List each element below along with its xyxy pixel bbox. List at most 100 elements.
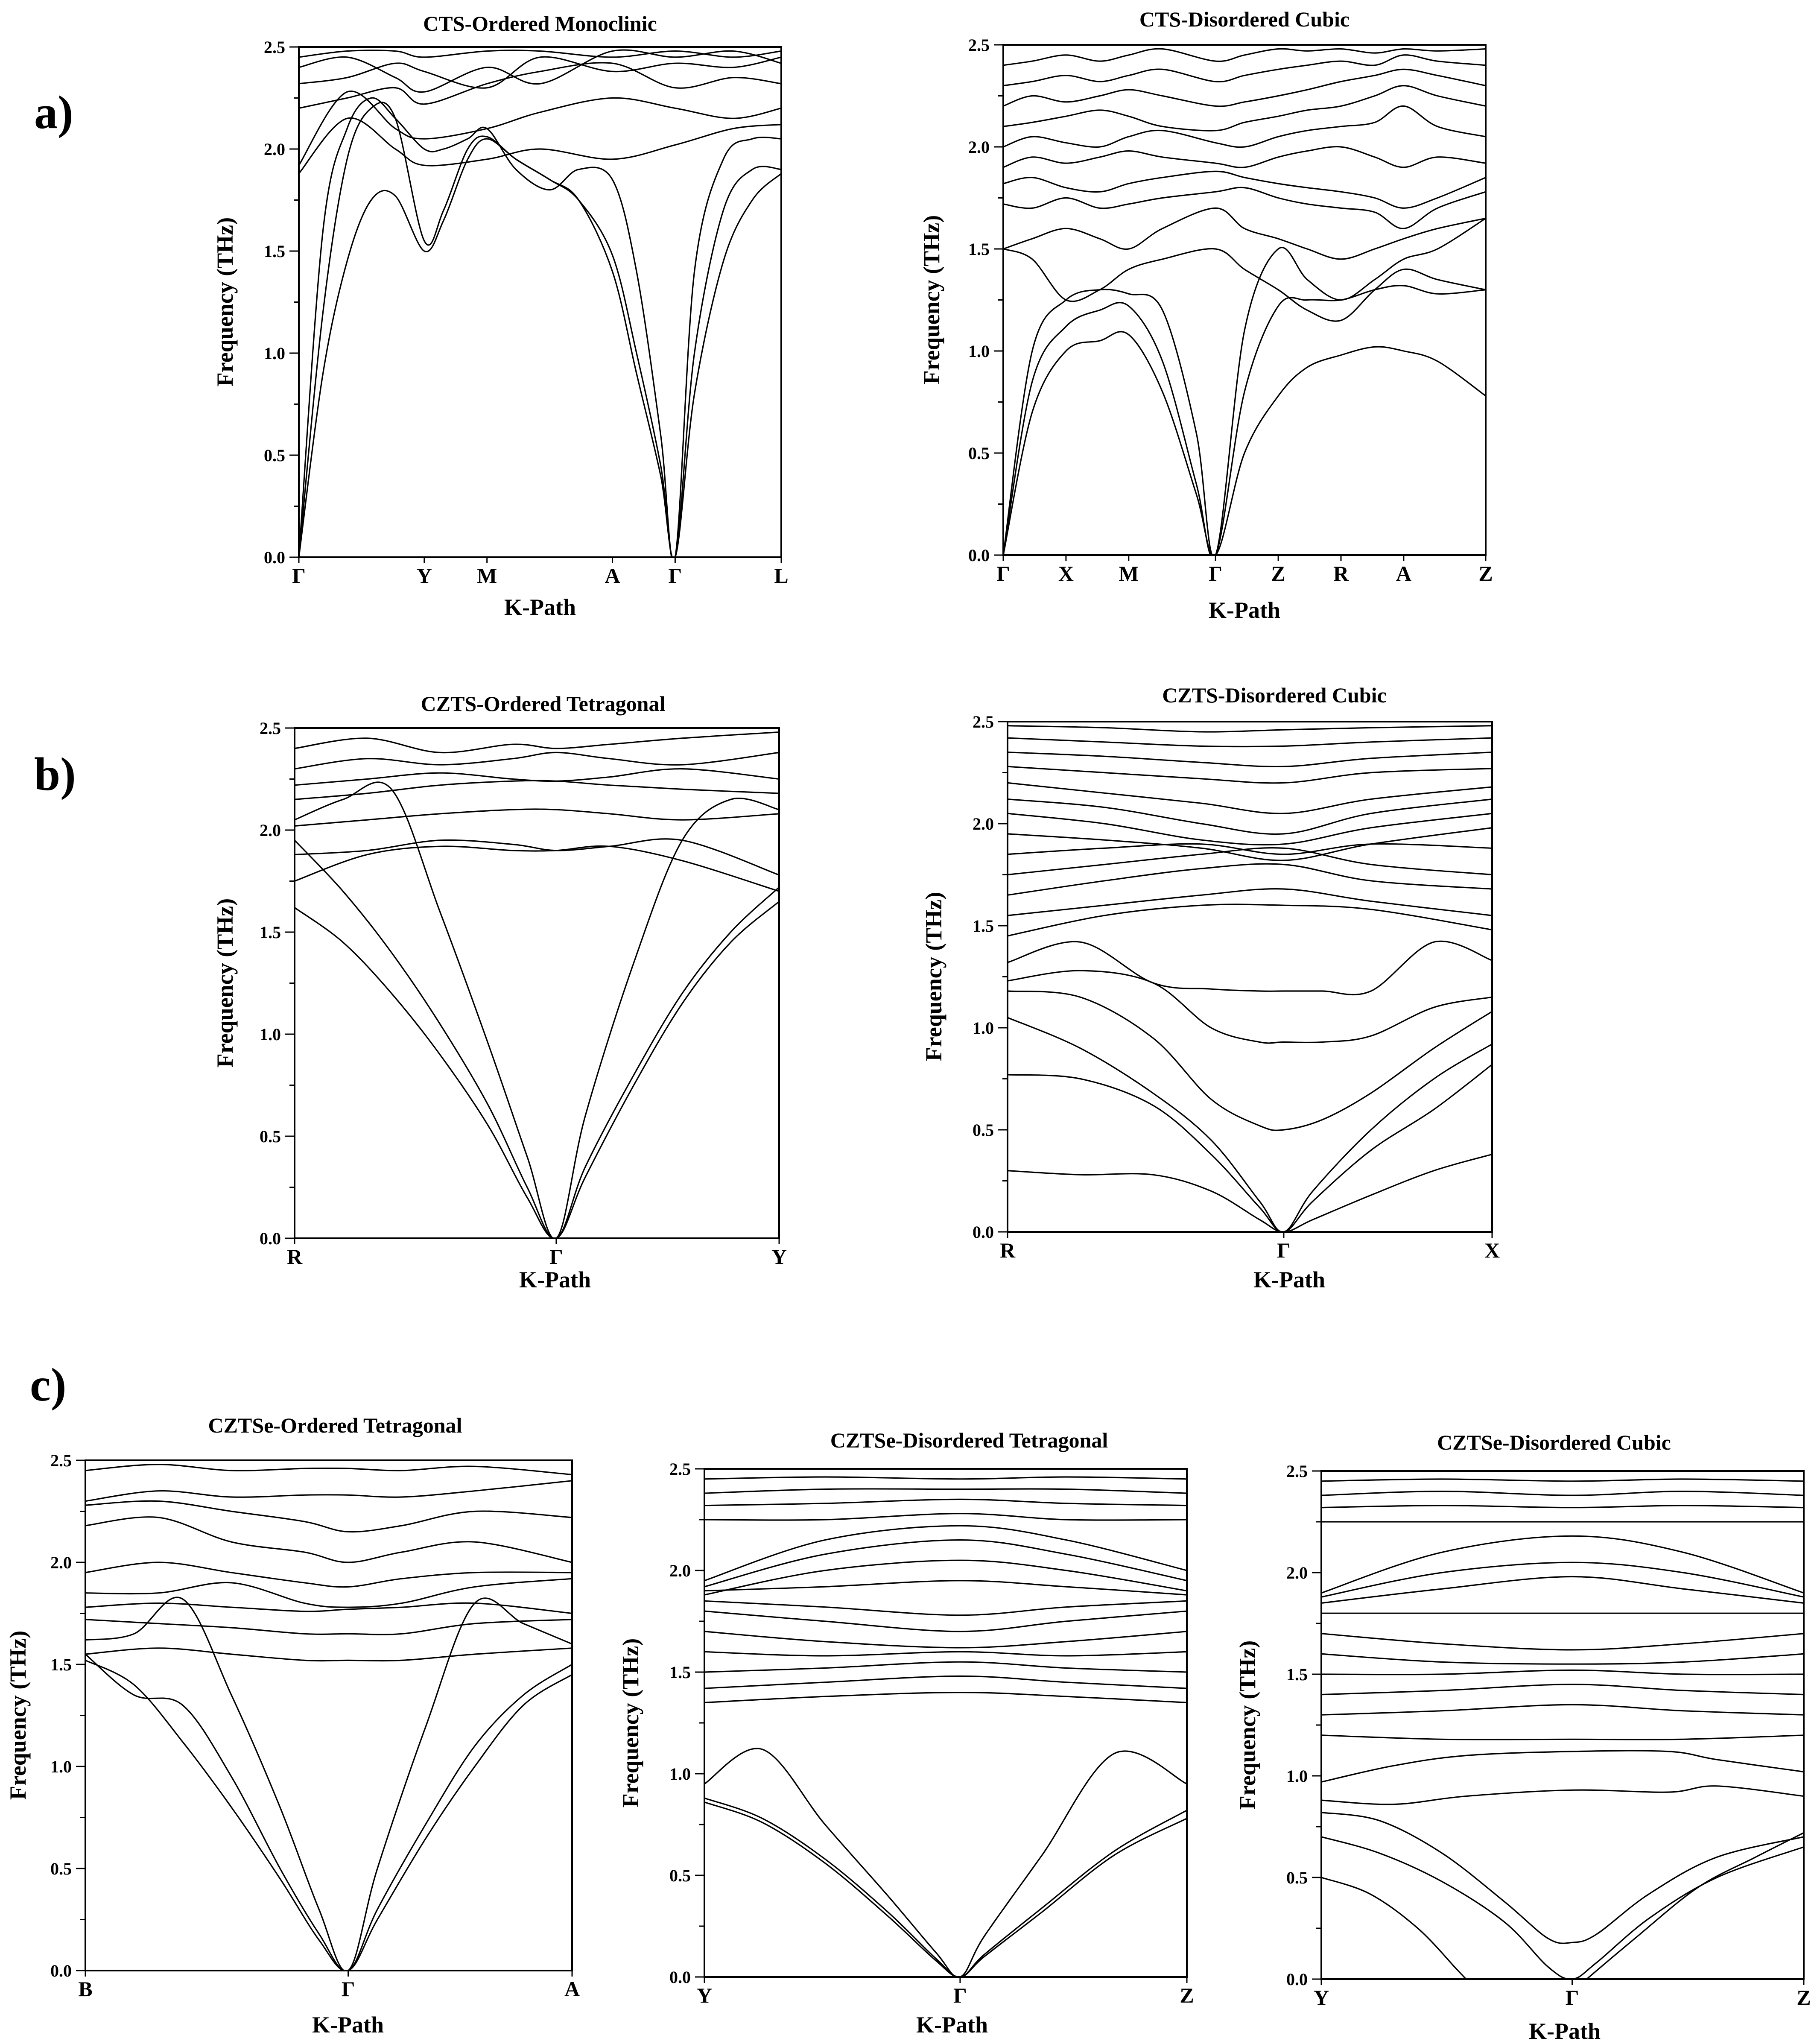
band-line-optical-11 — [1321, 1562, 1804, 1598]
band-line-optical-6 — [1003, 105, 1486, 148]
band-line-optical-15 — [1321, 1491, 1804, 1496]
band-line-optical-6 — [299, 50, 781, 58]
chart-title: CZTS-Ordered Tetragonal — [421, 692, 666, 716]
band-line-acoustic-3 — [704, 1748, 1187, 1977]
kpoint-label: A — [564, 1977, 580, 2001]
y-tick-label: 0.0 — [669, 1968, 691, 1987]
band-line-optical-9 — [85, 1464, 572, 1476]
chart-cztse-disordered-tetragonal: CZTSe-Disordered Tetragonal K-Path Frequ… — [618, 1428, 1194, 2038]
band-line-optical-13 — [1008, 766, 1492, 784]
kpoint-label: R — [1000, 1238, 1016, 1262]
kpoint-label: L — [774, 564, 788, 588]
chart-cts-ordered-monoclinic: CTS-Ordered Monoclinic K-Path Frequency … — [212, 12, 789, 620]
kpoint-label: Γ — [668, 564, 682, 588]
band-line-optical-10 — [1003, 48, 1486, 66]
band-line-acoustic-1 — [1003, 331, 1486, 555]
band-line-optical-1 — [704, 1692, 1187, 1703]
band-line-optical-6 — [85, 1516, 572, 1563]
x-axis-label: K-Path — [312, 2012, 384, 2038]
band-line-optical-8 — [1321, 1633, 1804, 1651]
y-tick-label: 2.0 — [264, 140, 285, 159]
band-line-optical-15 — [704, 1476, 1187, 1480]
band-line-optical-8 — [1008, 843, 1492, 855]
y-tick-label: 1.0 — [669, 1764, 691, 1784]
band-line-optical-10 — [704, 1539, 1187, 1588]
band-line-optical-10 — [1008, 813, 1492, 846]
plot-frame — [1320, 1470, 1805, 1980]
band-line-optical-5 — [295, 768, 779, 786]
plot-frame — [704, 1468, 1188, 1978]
y-tick-label: 1.5 — [968, 240, 990, 259]
band-line-optical-3 — [704, 1661, 1187, 1673]
band-line-acoustic-2 — [85, 1653, 572, 1971]
x-axis-label: K-Path — [519, 1267, 591, 1292]
y-axis-label: Frequency (THz) — [5, 1631, 31, 1800]
band-line-acoustic-1 — [1321, 1877, 1467, 1979]
y-tick-label: 0.5 — [264, 446, 285, 465]
y-tick-label: 1.0 — [968, 342, 990, 361]
band-group — [1008, 725, 1492, 1232]
plot-frame — [1002, 44, 1487, 556]
band-line-optical-10 — [1321, 1576, 1804, 1604]
band-line-optical-4 — [1008, 904, 1492, 937]
kpoint-label: R — [1333, 561, 1349, 585]
band-line-optical-4 — [704, 1651, 1187, 1657]
chart-title: CZTS-Disordered Cubic — [1162, 683, 1387, 707]
y-tick-label: 0.0 — [50, 1961, 72, 1980]
band-line-optical-12 — [704, 1513, 1187, 1521]
band-line-optical-6 — [1008, 863, 1492, 896]
x-axis-label: K-Path — [916, 2012, 988, 2038]
y-tick-label: 0.5 — [50, 1859, 72, 1878]
y-tick-label: 2.0 — [973, 814, 994, 833]
band-line-acoustic-2 — [1008, 1064, 1492, 1232]
y-tick-label: 2.5 — [260, 719, 281, 738]
x-axis-label: K-Path — [1253, 1267, 1325, 1292]
y-tick-label: 0.5 — [968, 444, 990, 463]
band-line-acoustic-2 — [295, 839, 779, 1238]
panel-label-c: c) — [30, 1359, 66, 1411]
x-axis-label: K-Path — [1529, 2018, 1601, 2044]
band-line-optical-2 — [1008, 970, 1492, 1044]
y-tick-label: 2.5 — [264, 38, 285, 57]
y-tick-label: 1.5 — [1286, 1665, 1308, 1684]
kpoint-label: Z — [1180, 1983, 1194, 2007]
plot-frame — [1007, 721, 1493, 1233]
y-tick-label: 0.5 — [669, 1866, 691, 1885]
band-line-optical-13 — [704, 1498, 1187, 1506]
kpoint-label: X — [1484, 1238, 1500, 1262]
band-line-acoustic-3 — [295, 781, 779, 1238]
y-tick-label: 0.5 — [973, 1120, 994, 1140]
band-line-optical-5 — [85, 1562, 572, 1588]
y-tick-label: 1.5 — [260, 923, 281, 942]
band-line-optical-6 — [704, 1610, 1187, 1632]
y-tick-label: 2.0 — [50, 1553, 72, 1572]
y-tick-label: 1.0 — [50, 1757, 72, 1776]
kpoint-label: Γ — [1566, 1986, 1579, 2009]
band-line-optical-2 — [85, 1619, 572, 1635]
band-line-optical-12 — [1008, 782, 1492, 814]
band-line-optical-7 — [295, 731, 779, 754]
band-group — [299, 49, 781, 557]
band-line-optical-8 — [704, 1580, 1187, 1596]
y-tick-label: 0.0 — [1286, 1970, 1308, 1989]
y-tick-label: 1.0 — [264, 344, 285, 363]
y-tick-label: 1.5 — [973, 916, 994, 936]
band-line-optical-16 — [1008, 725, 1492, 733]
chart-czts-disordered-cubic: CZTS-Disordered Cubic K-Path Frequency (… — [921, 683, 1500, 1292]
y-tick-label: 0.0 — [264, 548, 285, 567]
band-group — [295, 731, 779, 1238]
band-line-optical-9 — [704, 1559, 1187, 1596]
y-tick-label: 2.5 — [973, 712, 994, 731]
y-tick-label: 0.0 — [968, 546, 990, 565]
chart-title: CTS-Ordered Monoclinic — [423, 12, 657, 35]
band-line-optical-9 — [1003, 54, 1486, 87]
band-line-optical-2 — [295, 838, 779, 876]
band-line-optical-4 — [85, 1578, 572, 1608]
band-line-optical-12 — [1321, 1535, 1804, 1594]
band-line-optical-1 — [299, 117, 781, 174]
kpoint-label: Y — [1314, 1986, 1329, 2009]
band-line-optical-8 — [85, 1480, 572, 1502]
kpoint-label: Γ — [549, 1245, 563, 1269]
y-tick-label: 2.0 — [669, 1561, 691, 1580]
